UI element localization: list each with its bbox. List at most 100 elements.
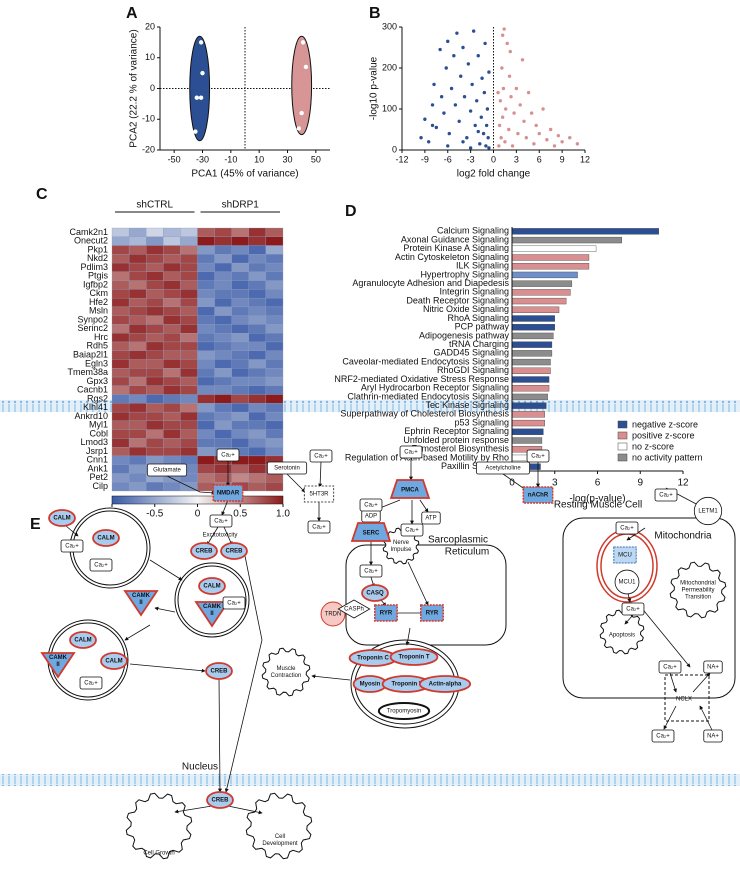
point <box>452 54 456 58</box>
heat-cell <box>197 359 215 369</box>
node-label: CAMK <box>132 593 151 599</box>
point <box>484 123 489 128</box>
row-label: Pet2 <box>89 472 108 482</box>
heat-cell <box>128 482 147 492</box>
arrow <box>206 526 219 546</box>
heat-cell <box>214 227 232 237</box>
category-label: Agranulocyte Adhesion and Diapedesis <box>352 278 509 288</box>
point <box>502 27 506 31</box>
node-label: TRDN <box>325 612 342 618</box>
heat-cell <box>128 429 147 439</box>
row-label: Klhl41 <box>83 402 108 412</box>
y-axis-label: PCA2 (22.2 % of variance) <box>129 29 140 147</box>
point <box>534 123 538 128</box>
point <box>496 90 500 95</box>
diagram-label: Sarcoplasmic <box>428 535 488 546</box>
heat-cell <box>180 262 198 272</box>
row-label: Lmod3 <box>80 437 108 447</box>
heat-cell <box>111 245 130 255</box>
heat-cell <box>180 324 198 334</box>
point <box>552 144 557 148</box>
heat-cell <box>180 297 198 308</box>
x-tick-label: -6 <box>444 154 452 164</box>
heat-cell <box>214 394 232 404</box>
heat-cell <box>248 368 267 378</box>
bar <box>511 437 543 444</box>
panel-label: D <box>345 203 357 220</box>
node-label: Ca₂+ <box>626 607 640 613</box>
heat-cell <box>248 473 267 483</box>
node-box <box>654 488 678 502</box>
node-label: Tropomyosin <box>387 709 421 715</box>
heat-cell <box>163 315 181 325</box>
heat-cell <box>214 376 232 386</box>
process-gear <box>125 792 193 860</box>
arrow <box>124 624 151 641</box>
point <box>476 54 480 58</box>
heat-cell <box>248 447 267 457</box>
category-label: RhoA Signaling <box>447 313 509 323</box>
node-label: Apoptosis <box>609 633 635 639</box>
point <box>487 70 491 74</box>
heat-cell <box>248 455 267 465</box>
panel-label: B <box>369 5 381 22</box>
point <box>486 136 490 140</box>
heat-cell <box>128 254 147 264</box>
point <box>497 144 501 148</box>
row-label: Gpx3 <box>86 376 108 386</box>
arrow <box>129 663 206 673</box>
heat-cell <box>180 271 198 281</box>
point <box>475 99 479 103</box>
x-tick-label: 9 <box>637 478 643 489</box>
heat-cell <box>231 306 249 316</box>
heat-cell <box>265 429 284 439</box>
heat-cell <box>111 280 130 290</box>
point <box>461 140 465 144</box>
node-protein <box>377 702 431 720</box>
arrow <box>224 555 263 793</box>
node-receptor <box>374 604 398 622</box>
heat-cell <box>214 262 232 272</box>
category-label: Superpathway of Cholesterol Biosynthesis <box>340 409 509 419</box>
point <box>575 142 580 146</box>
x-tick-label: -3 <box>467 154 475 164</box>
heat-cell <box>197 262 215 272</box>
category-label: ILK Signaling <box>456 261 509 271</box>
category-label: Regulation of Actin-based Motility by Rh… <box>345 452 509 462</box>
heat-cell <box>180 333 198 343</box>
colorbar-tick-label: 0 <box>195 509 201 520</box>
heat-cell <box>128 315 147 325</box>
heat-cell <box>248 420 267 430</box>
node-protein <box>198 577 226 595</box>
point <box>548 127 553 132</box>
node-label: Excitotoxicity <box>203 533 238 539</box>
row-label: Egln3 <box>85 358 108 368</box>
node-protein <box>614 569 640 595</box>
category-label: Actin Cytoskeleton Signaling <box>395 252 509 262</box>
y-tick-label: -20 <box>142 144 155 154</box>
point <box>432 82 436 87</box>
heat-cell <box>265 315 284 325</box>
point <box>508 49 512 54</box>
heat-cell <box>146 359 164 369</box>
diagram-label: Mitochondria <box>654 531 712 542</box>
heat-cell <box>197 350 215 360</box>
arrow <box>669 672 677 693</box>
heat-cell <box>163 262 181 272</box>
arrow <box>149 559 183 581</box>
point <box>500 66 504 70</box>
heat-cell <box>214 464 232 474</box>
heat-cell <box>265 376 284 386</box>
heat-cell <box>163 411 181 422</box>
heat-cell <box>197 464 215 474</box>
point <box>484 144 488 148</box>
heat-cell <box>265 271 284 281</box>
colorbar <box>111 495 284 505</box>
node-label: Ca₂+ <box>314 454 328 460</box>
point <box>296 126 302 131</box>
node-label: Actin-alpha <box>429 682 462 688</box>
node-label: RYR <box>426 611 439 617</box>
heat-cell <box>163 350 181 360</box>
point <box>299 110 304 116</box>
heat-cell <box>265 227 284 237</box>
